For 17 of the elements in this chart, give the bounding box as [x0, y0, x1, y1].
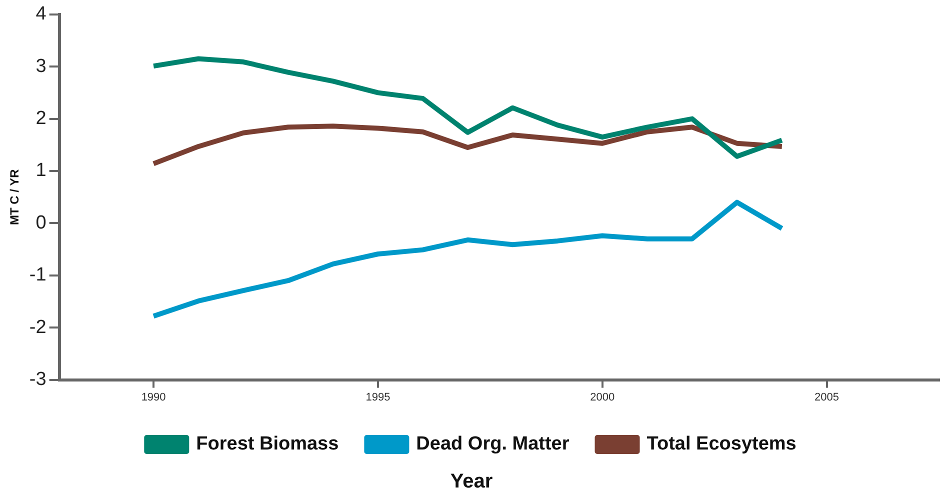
legend-label: Forest Biomass	[196, 434, 339, 455]
legend-label: Total Ecosytems	[646, 434, 796, 455]
y-tick-label: -1	[29, 264, 46, 286]
x-axis-title: Year	[450, 470, 493, 493]
y-tick-label: -2	[29, 316, 46, 338]
y-tick-label: 2	[36, 108, 46, 130]
x-tick-label: 1990	[141, 391, 166, 404]
y-tick-label: 0	[36, 212, 46, 234]
y-tick-label: -3	[29, 369, 46, 390]
y-tick-label: 4	[36, 4, 47, 25]
legend-label: Dead Org. Matter	[416, 434, 570, 455]
y-axis-title: MT C / YR	[8, 168, 22, 225]
x-tick-label: 2000	[590, 391, 615, 404]
x-tick-label: 1995	[366, 391, 390, 404]
y-tick-label: 1	[36, 160, 46, 182]
x-tick-label: 2005	[814, 391, 840, 404]
y-tick-label: 3	[36, 56, 46, 77]
